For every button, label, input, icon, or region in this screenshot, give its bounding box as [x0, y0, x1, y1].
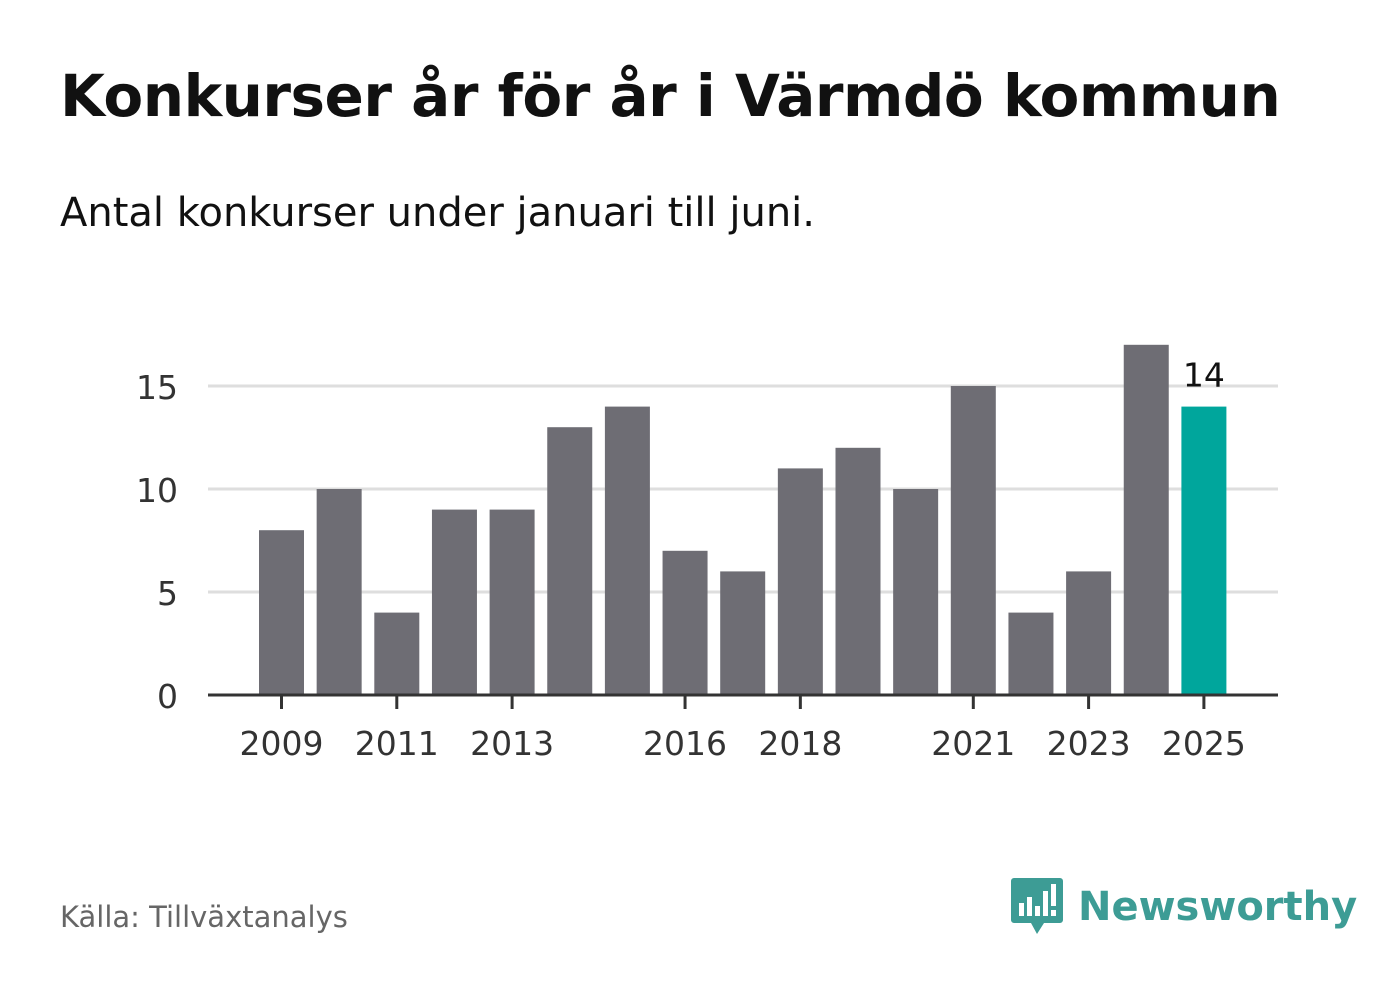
bar-2011 [374, 612, 420, 695]
y-tick-label: 10 [136, 471, 178, 510]
brand-logo: Newsworthy [1010, 876, 1357, 938]
bar-2021 [950, 386, 996, 695]
x-tick-label: 2009 [240, 724, 324, 763]
brand-name: Newsworthy [1078, 884, 1358, 930]
x-tick-label: 2023 [1047, 724, 1131, 763]
data-label-2025: 14 [1183, 356, 1225, 395]
x-tick-label: 2016 [643, 724, 727, 763]
gridlines [208, 384, 1278, 594]
bar-2019 [835, 447, 881, 695]
newsworthy-logo-icon [1011, 878, 1063, 934]
bar-2025 [1181, 406, 1227, 695]
x-tick-label: 2013 [470, 724, 554, 763]
bar-2015 [604, 406, 650, 695]
y-tick-label: 15 [136, 368, 178, 407]
x-tick-label: 2018 [758, 724, 842, 763]
bar-2013 [489, 509, 535, 695]
bar-2018 [777, 468, 823, 695]
bar-2014 [547, 427, 593, 695]
bar-2020 [893, 489, 939, 695]
bar-2022 [1008, 612, 1054, 695]
bar-2010 [316, 489, 362, 695]
x-tick-label: 2011 [355, 724, 439, 763]
source-note: Källa: Tillväxtanalys [60, 900, 348, 934]
bar-2012 [431, 509, 477, 695]
bar-2024 [1123, 344, 1169, 695]
bar-2023 [1066, 571, 1112, 695]
chart-subtitle: Antal konkurser under januari till juni. [60, 190, 815, 236]
x-tick-label: 2025 [1162, 724, 1246, 763]
bar-2016 [662, 550, 708, 695]
x-axis-ticks: 2009 2011 2013 2016 2018 2021 2023 2025 [240, 695, 1246, 763]
bar-2009 [259, 530, 304, 695]
chart-title: Konkurser år för år i Värmdö kommun [60, 62, 1281, 130]
bar-2017 [720, 571, 766, 695]
y-tick-label: 5 [157, 574, 178, 613]
bars [259, 344, 1227, 695]
y-tick-label: 0 [157, 677, 178, 716]
x-tick-label: 2021 [931, 724, 1015, 763]
data-labels: 14 [1183, 356, 1225, 395]
y-axis-ticks: 0 5 10 15 [136, 368, 178, 716]
